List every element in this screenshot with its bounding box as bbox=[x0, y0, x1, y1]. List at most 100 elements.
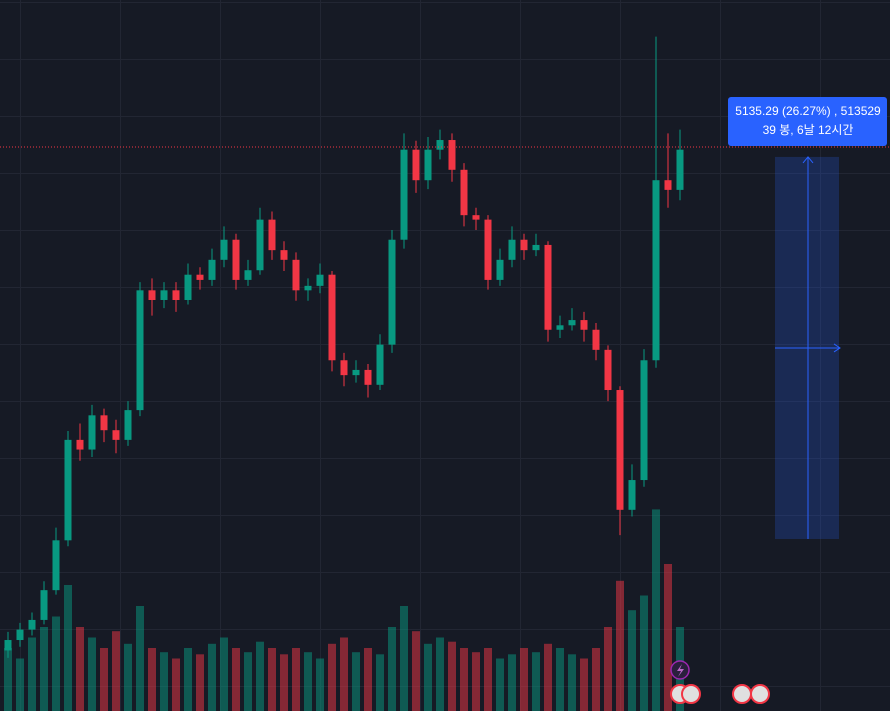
candle-body bbox=[316, 274, 324, 286]
candle-body bbox=[580, 320, 588, 330]
volume-bar bbox=[376, 654, 384, 711]
candle-body bbox=[52, 540, 60, 591]
volume-bar bbox=[664, 564, 672, 711]
volume-bar bbox=[556, 648, 564, 711]
volume-bar bbox=[532, 652, 540, 711]
volume-bar bbox=[340, 637, 348, 711]
measure-sublabel: 39 봉, 6날 12시간 bbox=[763, 123, 854, 137]
candle-body bbox=[448, 140, 456, 170]
candle-body bbox=[604, 349, 612, 391]
volume-bar bbox=[472, 652, 480, 711]
candle-body bbox=[652, 180, 660, 361]
volume-bar bbox=[244, 652, 252, 711]
measure-label: 5135.29 (26.27%) , 513529 bbox=[735, 104, 881, 118]
volume-bar bbox=[640, 595, 648, 711]
volume-bar bbox=[40, 627, 48, 711]
volume-bar bbox=[592, 648, 600, 711]
measure-arrow-up bbox=[802, 156, 814, 164]
volume-bar bbox=[100, 648, 108, 711]
candle-body bbox=[184, 274, 192, 300]
us-flag-icon[interactable] bbox=[681, 684, 701, 704]
candle-body bbox=[556, 325, 564, 330]
volume-bar bbox=[160, 652, 168, 711]
lightning-glyph bbox=[677, 664, 684, 677]
candle-body bbox=[28, 619, 36, 630]
candle-body bbox=[460, 169, 468, 216]
volume-bar bbox=[292, 648, 300, 711]
candle-body bbox=[388, 239, 396, 345]
candle-body bbox=[16, 629, 24, 641]
candle-body bbox=[124, 410, 132, 440]
candle-body bbox=[112, 430, 120, 440]
candle-body bbox=[208, 259, 216, 280]
volume-bar bbox=[232, 648, 240, 711]
candle-body bbox=[532, 244, 540, 251]
volume-bar bbox=[412, 631, 420, 711]
volume-bar bbox=[52, 616, 60, 711]
candle-body bbox=[76, 439, 84, 450]
volume-bar bbox=[568, 654, 576, 711]
candle-body bbox=[136, 290, 144, 411]
us-flag-icon[interactable] bbox=[750, 684, 770, 704]
volume-bar bbox=[496, 658, 504, 711]
volume-bar bbox=[520, 648, 528, 711]
volume-bar bbox=[652, 509, 660, 711]
measure-label-box bbox=[728, 97, 887, 146]
candle-body bbox=[4, 640, 12, 651]
candle-body bbox=[520, 239, 528, 251]
volume-bar bbox=[328, 643, 336, 711]
candle-body bbox=[232, 239, 240, 280]
volume-bar bbox=[460, 648, 468, 711]
candle-body bbox=[496, 259, 504, 280]
event-icons bbox=[670, 660, 770, 704]
volume-bar bbox=[304, 652, 312, 711]
candle-body bbox=[328, 274, 336, 361]
volume-bar bbox=[184, 648, 192, 711]
candle-body bbox=[640, 360, 648, 481]
measure-arrow-right bbox=[833, 343, 841, 353]
volume-bar bbox=[352, 652, 360, 711]
volume-bar bbox=[4, 648, 12, 711]
candle-body bbox=[400, 149, 408, 240]
volume-bar bbox=[268, 648, 276, 711]
candle-body bbox=[244, 270, 252, 280]
volume-bar bbox=[436, 637, 444, 711]
candle-body bbox=[100, 415, 108, 431]
candle-body bbox=[64, 439, 72, 541]
volume-bar bbox=[484, 648, 492, 711]
volume-bar bbox=[172, 658, 180, 711]
candle-body bbox=[148, 290, 156, 300]
candle-body bbox=[340, 360, 348, 376]
candle-body bbox=[40, 590, 48, 620]
candle-body bbox=[292, 259, 300, 291]
volume-bar bbox=[448, 641, 456, 711]
candle-body bbox=[352, 369, 360, 376]
candle-body bbox=[280, 250, 288, 260]
candle-body bbox=[592, 329, 600, 350]
candle-body bbox=[304, 285, 312, 291]
volume-bar bbox=[424, 643, 432, 711]
volume-bar bbox=[208, 643, 216, 711]
candle-body bbox=[484, 219, 492, 280]
volume-bar bbox=[76, 627, 84, 711]
volume-bar bbox=[316, 658, 324, 711]
volume-bar bbox=[124, 643, 132, 711]
volume-bar bbox=[64, 585, 72, 711]
volume-bar bbox=[388, 627, 396, 711]
candle-body bbox=[364, 369, 372, 385]
us-flag-icon[interactable] bbox=[732, 684, 752, 704]
candle-body bbox=[616, 390, 624, 510]
volume-bar bbox=[616, 580, 624, 711]
measure-tool bbox=[775, 156, 841, 539]
candle-body bbox=[196, 274, 204, 280]
volume-bar bbox=[508, 654, 516, 711]
candle-body bbox=[628, 480, 636, 510]
candle-body bbox=[412, 149, 420, 181]
candle-body bbox=[172, 290, 180, 300]
candle-body bbox=[376, 344, 384, 385]
candle-body bbox=[256, 219, 264, 271]
candle-body bbox=[568, 320, 576, 326]
volume-bar bbox=[88, 637, 96, 711]
